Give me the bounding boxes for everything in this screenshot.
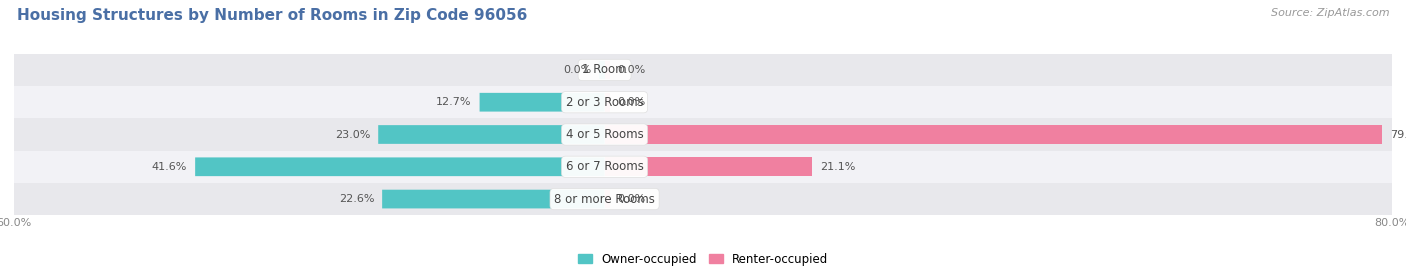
Bar — [14, 86, 1392, 118]
Bar — [599, 61, 605, 79]
Text: 0.0%: 0.0% — [564, 65, 592, 75]
Text: 23.0%: 23.0% — [335, 129, 370, 140]
Bar — [14, 54, 1392, 86]
Bar — [605, 93, 610, 112]
Text: 0.0%: 0.0% — [617, 65, 645, 75]
Bar — [195, 157, 605, 176]
Text: 8 or more Rooms: 8 or more Rooms — [554, 193, 655, 206]
Text: 4 or 5 Rooms: 4 or 5 Rooms — [565, 128, 644, 141]
Text: 0.0%: 0.0% — [617, 194, 645, 204]
Text: Source: ZipAtlas.com: Source: ZipAtlas.com — [1271, 8, 1389, 18]
Bar — [605, 190, 610, 208]
Bar — [382, 190, 605, 208]
Text: 79.0%: 79.0% — [1391, 129, 1406, 140]
Bar — [14, 151, 1392, 183]
Text: 22.6%: 22.6% — [339, 194, 374, 204]
Text: 6 or 7 Rooms: 6 or 7 Rooms — [565, 160, 644, 173]
Text: Housing Structures by Number of Rooms in Zip Code 96056: Housing Structures by Number of Rooms in… — [17, 8, 527, 23]
Text: 21.1%: 21.1% — [820, 162, 855, 172]
Text: 1 Room: 1 Room — [582, 63, 627, 76]
Bar — [14, 183, 1392, 215]
Text: 12.7%: 12.7% — [436, 97, 471, 107]
Text: 2 or 3 Rooms: 2 or 3 Rooms — [565, 96, 644, 109]
Bar — [479, 93, 605, 112]
Bar — [378, 125, 605, 144]
Bar — [605, 61, 610, 79]
Text: 0.0%: 0.0% — [617, 97, 645, 107]
Bar — [14, 118, 1392, 151]
Text: 41.6%: 41.6% — [152, 162, 187, 172]
Bar — [605, 157, 813, 176]
Legend: Owner-occupied, Renter-occupied: Owner-occupied, Renter-occupied — [572, 248, 834, 269]
Bar — [605, 125, 1382, 144]
